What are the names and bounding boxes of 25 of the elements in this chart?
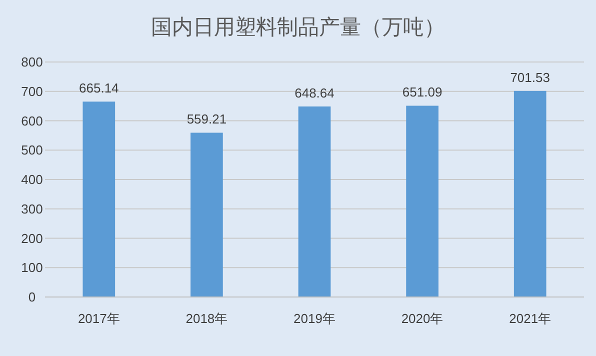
bar xyxy=(82,102,116,297)
bar xyxy=(298,106,331,297)
bar xyxy=(406,106,438,297)
data-label: 665.14 xyxy=(79,80,119,96)
bar xyxy=(514,90,546,297)
y-tick-label: 100 xyxy=(21,260,43,276)
y-tick-label: 400 xyxy=(21,172,43,187)
y-tick-label: 600 xyxy=(21,113,43,128)
data-label: 701.53 xyxy=(510,70,550,85)
x-tick-label: 2021年 xyxy=(509,311,552,326)
y-tick-label: 200 xyxy=(21,230,43,246)
x-tick-label: 2019年 xyxy=(294,311,336,326)
data-label: 651.09 xyxy=(402,84,442,100)
data-label: 559.21 xyxy=(186,112,227,127)
x-tick-label: 2018年 xyxy=(186,311,228,326)
data-label: 648.64 xyxy=(294,85,334,100)
x-tick-label: 2017年 xyxy=(78,311,120,326)
y-tick-label: 300 xyxy=(21,201,43,216)
bar xyxy=(190,132,223,297)
y-tick-label: 500 xyxy=(21,142,43,158)
y-tick-label: 700 xyxy=(21,84,43,99)
chart-title: 国内日用塑料制品产量（万吨） xyxy=(151,16,445,39)
x-tick-label: 2020年 xyxy=(401,311,444,326)
y-tick-label: 0 xyxy=(28,290,36,304)
y-tick-label: 800 xyxy=(21,54,43,70)
